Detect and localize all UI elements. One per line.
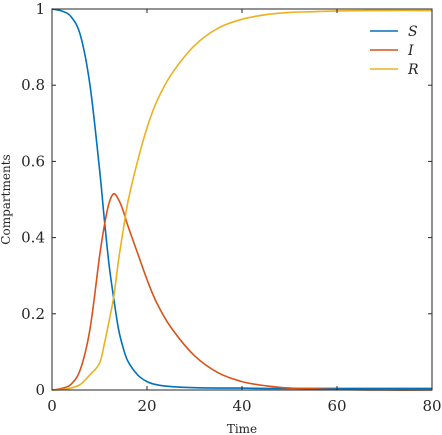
x-axis-label: Time	[227, 422, 257, 435]
x-tick-label: 60	[327, 397, 346, 415]
x-tick-label: 20	[137, 397, 156, 415]
series-line-S	[51, 8, 432, 390]
axis-ticks: 0 20 40 60 80 0 0.2 0.4 0.6 0.8 1	[21, 0, 441, 415]
series-line-I	[51, 192, 433, 391]
y-tick-label: 0.6	[21, 152, 45, 170]
x-tick-label: 80	[422, 397, 441, 415]
legend: SIR	[370, 24, 419, 78]
y-tick-label: 0.8	[21, 76, 45, 94]
x-tick-label: 0	[47, 397, 57, 415]
plot-lines	[51, 8, 433, 391]
legend-label-S: S	[408, 24, 418, 40]
y-tick-label: 1	[35, 0, 45, 18]
y-tick-label: 0.4	[21, 229, 45, 247]
series-line-R	[51, 9, 433, 391]
y-tick-label: 0.2	[21, 305, 45, 323]
x-tick-label: 40	[232, 397, 251, 415]
y-tick-label: 0	[35, 381, 45, 399]
plot-frame	[51, 8, 433, 391]
y-axis-label: Compartments	[0, 154, 13, 244]
legend-label-I: I	[407, 43, 414, 59]
legend-label-R: R	[407, 62, 419, 78]
